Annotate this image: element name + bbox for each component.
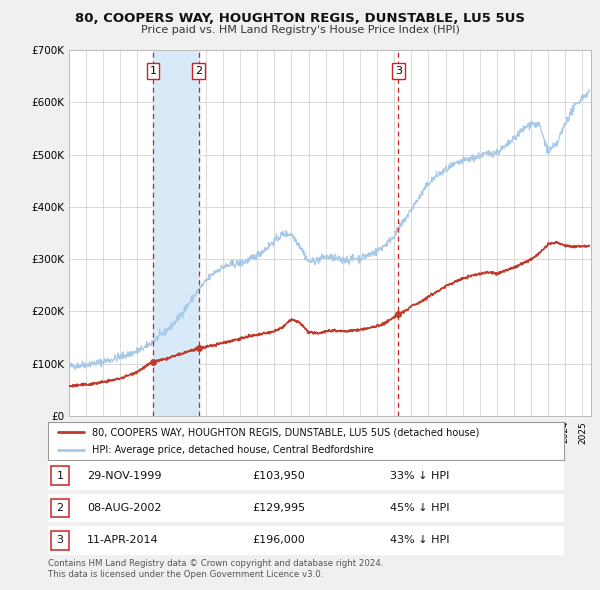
- Text: 45% ↓ HPI: 45% ↓ HPI: [390, 503, 449, 513]
- Text: 11-APR-2014: 11-APR-2014: [87, 536, 158, 545]
- Text: 29-NOV-1999: 29-NOV-1999: [87, 471, 161, 480]
- Text: Price paid vs. HM Land Registry's House Price Index (HPI): Price paid vs. HM Land Registry's House …: [140, 25, 460, 35]
- Text: 80, COOPERS WAY, HOUGHTON REGIS, DUNSTABLE, LU5 5US (detached house): 80, COOPERS WAY, HOUGHTON REGIS, DUNSTAB…: [92, 427, 479, 437]
- Text: Contains HM Land Registry data © Crown copyright and database right 2024.
This d: Contains HM Land Registry data © Crown c…: [48, 559, 383, 579]
- Text: 33% ↓ HPI: 33% ↓ HPI: [390, 471, 449, 480]
- Text: 3: 3: [395, 66, 402, 76]
- Bar: [153, 50, 199, 416]
- Text: £129,995: £129,995: [252, 503, 305, 513]
- Text: £196,000: £196,000: [252, 536, 305, 545]
- Text: 43% ↓ HPI: 43% ↓ HPI: [390, 536, 449, 545]
- Text: 1: 1: [56, 471, 64, 480]
- Text: 3: 3: [56, 536, 64, 545]
- Text: 1: 1: [149, 66, 157, 76]
- Text: 2: 2: [56, 503, 64, 513]
- Text: 08-AUG-2002: 08-AUG-2002: [87, 503, 161, 513]
- Text: HPI: Average price, detached house, Central Bedfordshire: HPI: Average price, detached house, Cent…: [92, 445, 373, 455]
- Text: 80, COOPERS WAY, HOUGHTON REGIS, DUNSTABLE, LU5 5US: 80, COOPERS WAY, HOUGHTON REGIS, DUNSTAB…: [75, 12, 525, 25]
- Text: £103,950: £103,950: [252, 471, 305, 480]
- Text: 2: 2: [195, 66, 202, 76]
